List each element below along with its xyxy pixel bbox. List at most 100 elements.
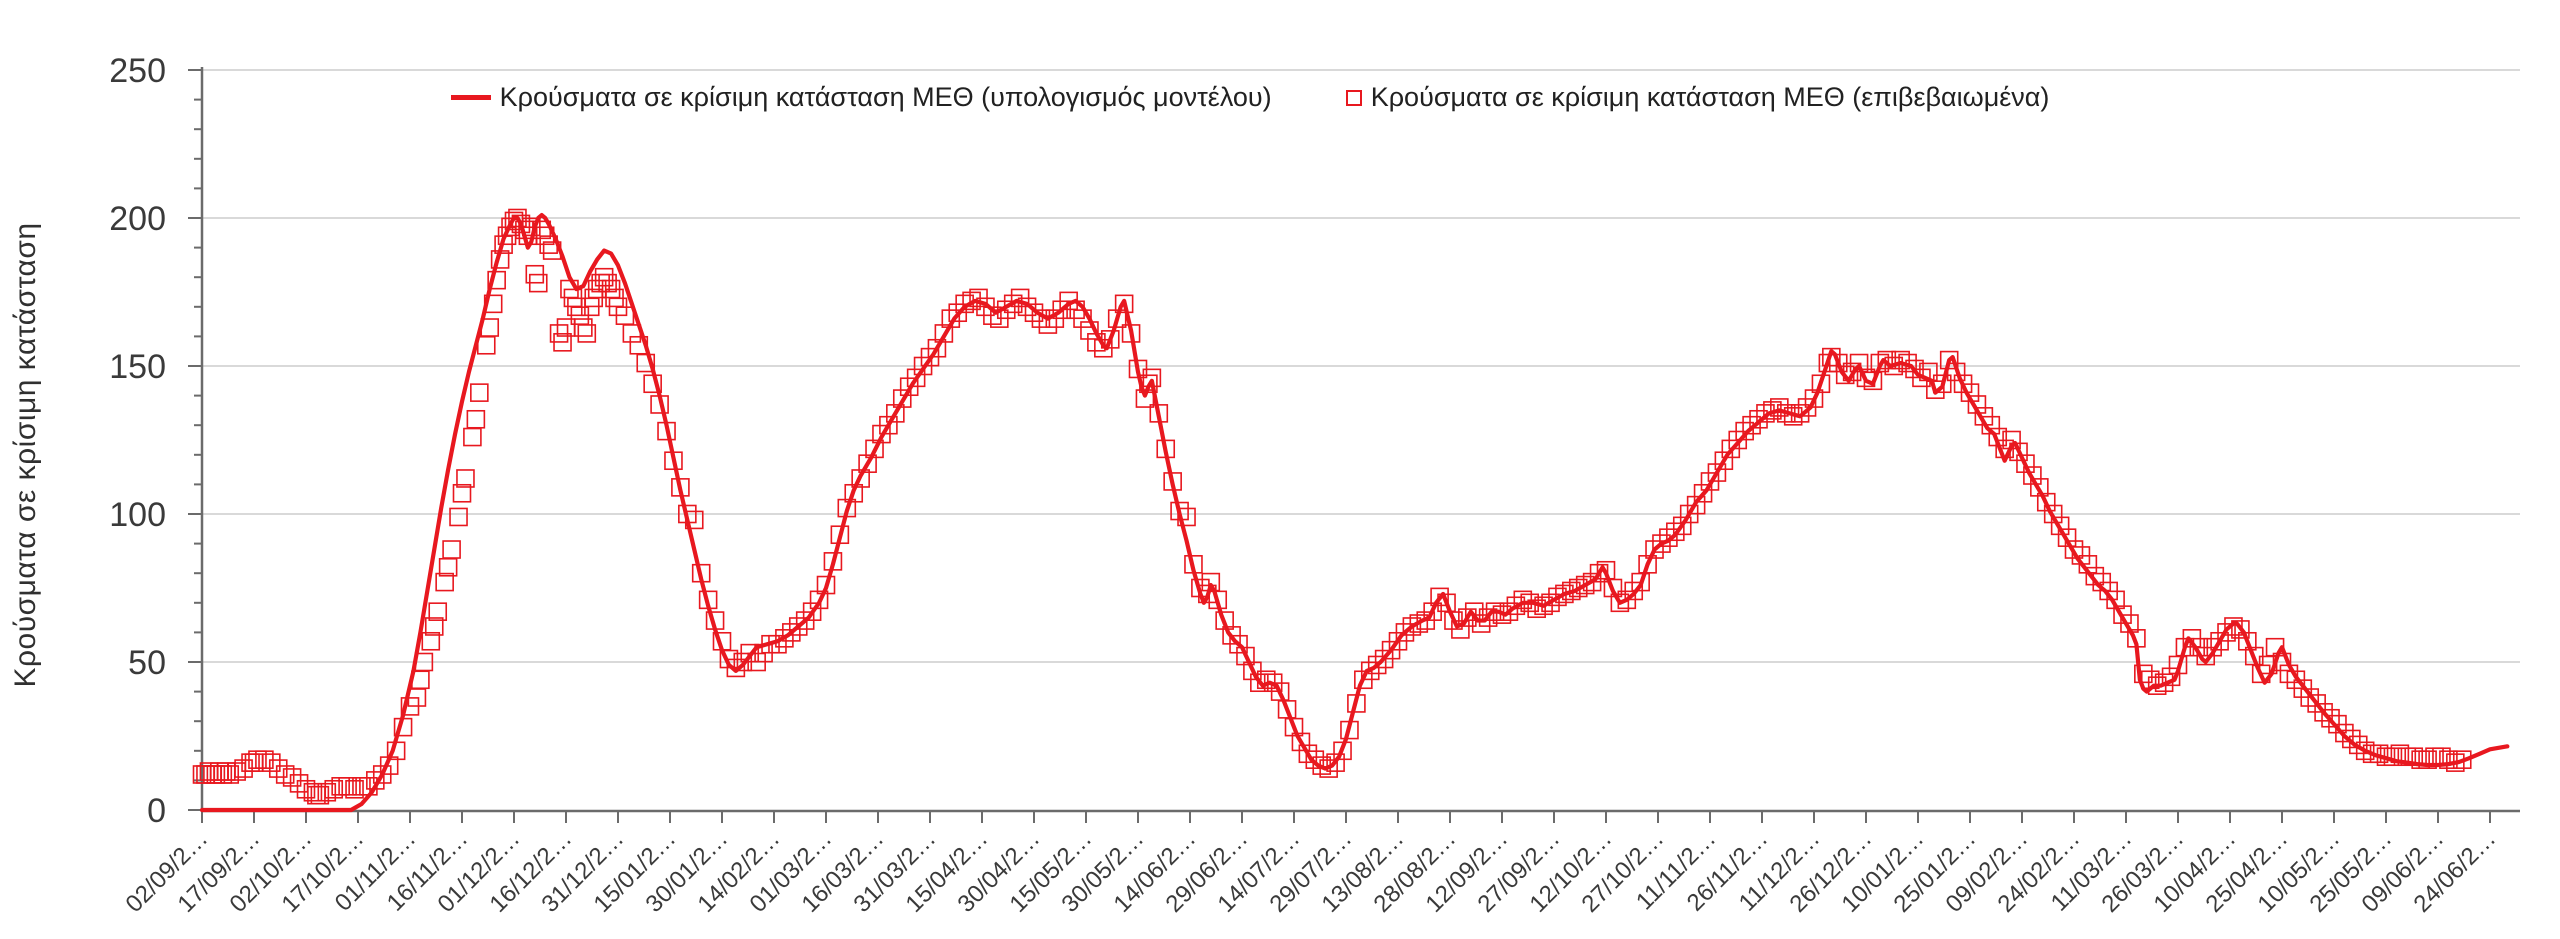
legend-item-confirmed: Κρούσματα σε κρίσιμη κατάσταση ΜΕΘ (επιβ… — [1345, 82, 2049, 113]
confirmed-point — [2224, 617, 2243, 636]
confirmed-point — [1939, 350, 1959, 370]
confirmed-point — [1024, 303, 1044, 323]
confirmed-point — [1367, 655, 1387, 675]
confirmed-point — [1555, 584, 1574, 604]
confirmed-point — [934, 324, 954, 343]
confirmed-point — [296, 779, 316, 799]
confirmed-point — [1610, 593, 1630, 613]
y-tick-label: 200 — [109, 200, 166, 238]
y-axis-title: Κρούσματα σε κρίσιμη κατάσταση — [9, 222, 42, 688]
confirmed-point — [220, 765, 240, 784]
confirmed-point — [1575, 575, 1595, 595]
confirmed-point — [809, 590, 829, 610]
y-tick-label: 150 — [109, 348, 166, 386]
confirmed-point — [2321, 708, 2340, 728]
confirmed-point — [303, 782, 323, 802]
confirmed-point — [1284, 717, 1304, 737]
confirmed-point — [1177, 507, 1196, 527]
confirmed-point — [636, 353, 656, 373]
confirmed-point — [2134, 664, 2153, 684]
confirmed-point — [1666, 522, 1685, 542]
confirmed-point — [886, 404, 905, 423]
confirmed-point — [1707, 463, 1727, 482]
confirmed-point — [2300, 688, 2320, 707]
confirmed-point — [262, 753, 281, 772]
confirmed-point — [816, 575, 836, 595]
confirmed-point — [1114, 294, 1134, 314]
confirmed-point — [1430, 587, 1449, 607]
confirmed-point — [1017, 297, 1037, 317]
confirmed-point — [1659, 528, 1678, 547]
confirmed-point — [449, 507, 468, 527]
confirmed-point — [1686, 495, 1706, 515]
confirmed-point — [338, 777, 357, 796]
confirmed-point — [2355, 741, 2375, 761]
confirmed-point — [1326, 753, 1345, 772]
confirmed-point — [2342, 729, 2361, 749]
confirmed-point — [851, 469, 870, 488]
confirmed-point — [1527, 599, 1546, 619]
confirmed-point — [906, 368, 926, 388]
confirmed-point — [1298, 744, 1318, 764]
confirmed-point — [1884, 356, 1904, 376]
confirmed-point — [2043, 504, 2063, 524]
confirmed-point — [2064, 540, 2084, 559]
confirmed-point — [463, 427, 482, 447]
confirmed-point — [1478, 608, 1498, 627]
confirmed-point — [2085, 566, 2105, 586]
confirmed-point — [2335, 723, 2354, 743]
confirmed-point — [324, 779, 344, 799]
confirmed-point — [1107, 309, 1127, 328]
confirmed-point — [802, 602, 822, 621]
confirmed-point — [2057, 528, 2077, 547]
confirmed-point — [282, 768, 302, 787]
confirmed-point — [452, 483, 472, 503]
confirmed-point — [1038, 315, 1058, 334]
confirmed-point — [598, 273, 617, 293]
confirmed-point — [528, 273, 548, 293]
confirmed-point — [1693, 483, 1713, 503]
confirmed-point — [858, 454, 877, 473]
confirmed-point — [2231, 620, 2250, 639]
confirmed-point — [476, 335, 496, 355]
confirmed-point — [2023, 466, 2042, 485]
confirmed-point — [553, 333, 572, 352]
confirmed-point — [844, 483, 864, 503]
legend-line-marker-icon — [450, 95, 491, 100]
confirmed-point — [892, 389, 912, 408]
confirmed-point — [927, 338, 947, 358]
confirmed-point — [1291, 732, 1311, 752]
confirmed-point — [1672, 516, 1692, 536]
confirmed-point — [1714, 451, 1734, 471]
confirmed-point — [1409, 614, 1429, 633]
legend-label-model: Κρούσματα σε κρίσιμη κατάσταση ΜΕΘ (υπολ… — [499, 82, 1272, 112]
confirmed-point — [1652, 534, 1671, 553]
confirmed-point — [788, 617, 808, 636]
confirmed-point — [421, 631, 441, 651]
confirmed-point — [1471, 614, 1491, 633]
confirmed-point — [424, 617, 444, 636]
confirmed-point — [865, 439, 884, 459]
confirmed-point — [1735, 421, 1754, 441]
confirmed-point — [310, 785, 330, 805]
confirmed-point — [1811, 374, 1831, 394]
confirmed-point — [574, 318, 593, 337]
confirmed-point — [1464, 602, 1484, 621]
confirmed-point — [1506, 596, 1526, 616]
confirmed-point — [1236, 646, 1255, 666]
y-tick-label: 250 — [109, 52, 166, 90]
confirmed-point — [466, 409, 486, 429]
confirmed-point — [2161, 667, 2181, 687]
confirmed-point — [442, 540, 461, 559]
confirmed-point — [2016, 454, 2035, 473]
confirmed-point — [775, 629, 794, 648]
confirmed-point — [487, 270, 506, 290]
confirmed-point — [1638, 555, 1657, 574]
confirmed-point — [2036, 492, 2056, 512]
y-tick-label: 0 — [147, 792, 166, 830]
confirmed-point — [1849, 353, 1869, 373]
confirmed-point — [345, 779, 364, 799]
confirmed-point — [1402, 617, 1422, 636]
confirmed-point — [1229, 634, 1248, 654]
confirmed-point — [1603, 578, 1623, 598]
